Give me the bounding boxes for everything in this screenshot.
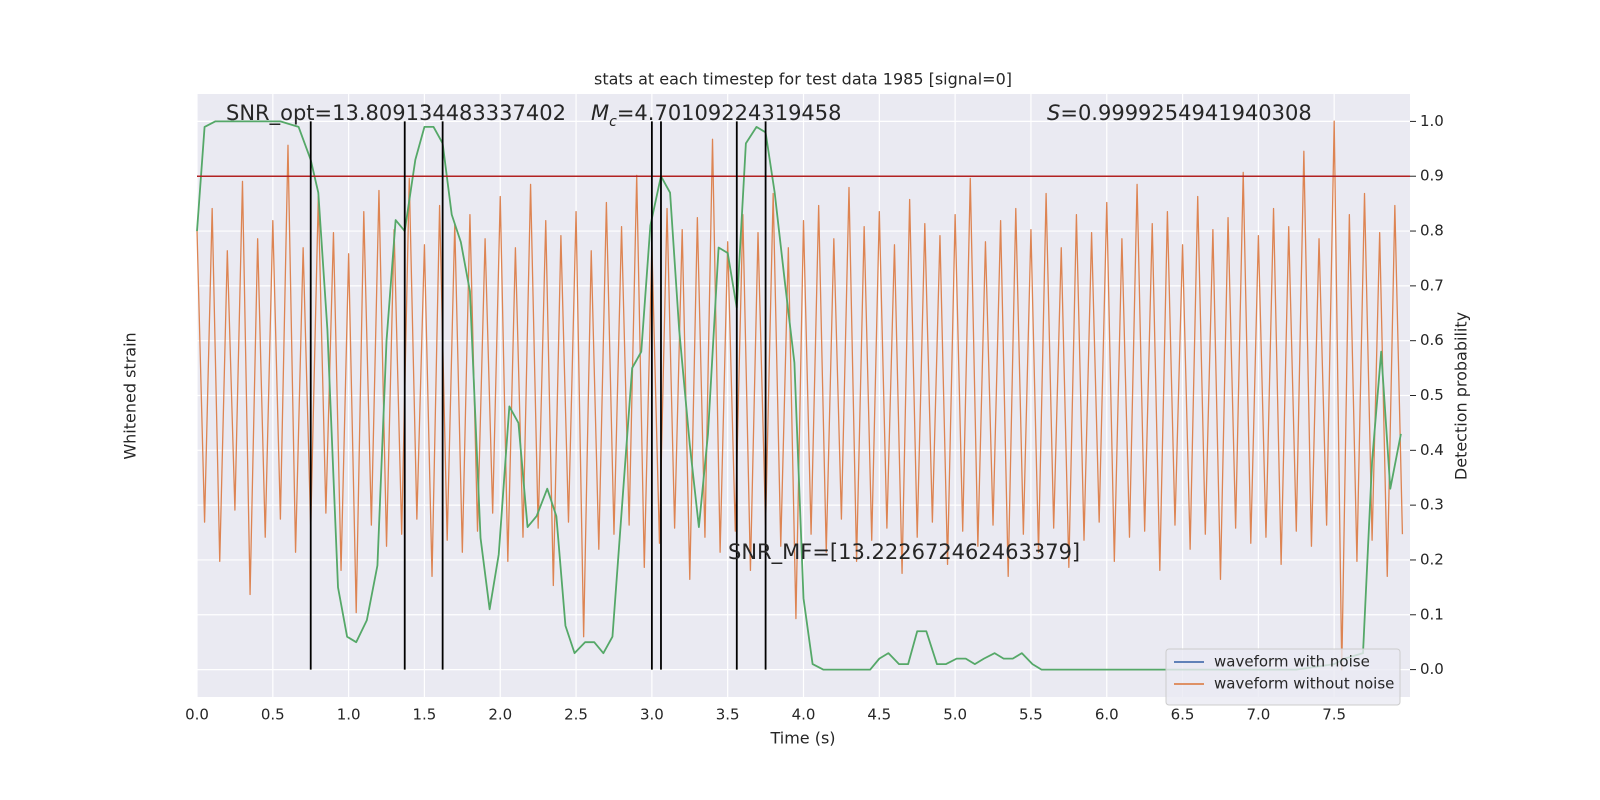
x-tick-label: 1.5: [413, 706, 437, 724]
x-tick-label: 6.0: [1095, 706, 1119, 724]
x-tick-label: 4.5: [867, 706, 891, 724]
y2-tick-label: 0.5: [1420, 386, 1444, 404]
x-tick-label: 5.0: [943, 706, 967, 724]
chart-title: stats at each timestep for test data 198…: [594, 70, 1012, 89]
annotation-text: SNR_MF=[13.222672462463379]: [728, 540, 1080, 565]
x-tick-label: 3.0: [640, 706, 664, 724]
x-tick-label: 1.0: [337, 706, 361, 724]
annotation-text: SNR_opt=13.809134483337402: [226, 101, 566, 126]
series-line: [196, 120, 1404, 671]
x-tick-label: 4.0: [792, 706, 816, 724]
y-axis-label: Whitened strain: [121, 332, 140, 459]
legend-label: waveform without noise: [1214, 675, 1394, 693]
annotation: S=0.9999254941940308: [1047, 101, 1312, 125]
series-line: [196, 120, 1402, 671]
y2-tick-label: 0.0: [1420, 660, 1444, 678]
x-tick-label: 0.5: [261, 706, 285, 724]
x-tick-label: 5.5: [1019, 706, 1043, 724]
x-tick-label: 2.5: [564, 706, 588, 724]
annotation: SNR_opt=13.809134483337402: [226, 101, 566, 126]
x-tick-label: 3.5: [716, 706, 740, 724]
y2-axis-label: Detection probability: [1452, 312, 1471, 480]
y2-tick-label: 0.4: [1420, 441, 1444, 459]
y2-tick-label: 0.9: [1420, 167, 1444, 185]
annotation-symbol: S: [1047, 101, 1060, 125]
legend-box: [1165, 648, 1401, 706]
annotation: SNR_MF=[13.222672462463379]: [728, 540, 1080, 565]
x-tick-label: 2.0: [488, 706, 512, 724]
y2-tick-label: 0.1: [1420, 605, 1444, 623]
legend-label: waveform with noise: [1214, 653, 1370, 671]
y2-tick-label: 0.3: [1420, 496, 1444, 514]
x-axis-label: Time (s): [769, 729, 835, 748]
y2-tick-label: 0.2: [1420, 550, 1444, 568]
annotation-symbol: M: [591, 101, 609, 125]
y2-tick-label: 0.7: [1420, 276, 1444, 294]
x-tick-label: 0.0: [185, 706, 209, 724]
annotation-subscript: c: [609, 114, 617, 130]
x-tick-label: 7.0: [1246, 706, 1270, 724]
y2-tick-label: 0.8: [1420, 222, 1444, 240]
legend: waveform with noise waveform without nois…: [1165, 648, 1401, 706]
x-tick-label: 6.5: [1171, 706, 1195, 724]
annotation: Mc=4.70109224319458: [591, 101, 842, 130]
x-tick-label: 7.5: [1322, 706, 1346, 724]
annotation-text: =4.70109224319458: [617, 101, 842, 125]
y2-tick-label: 0.6: [1420, 331, 1444, 349]
y2-tick-label: 1.0: [1420, 112, 1444, 130]
annotation-text: =0.9999254941940308: [1060, 101, 1311, 125]
